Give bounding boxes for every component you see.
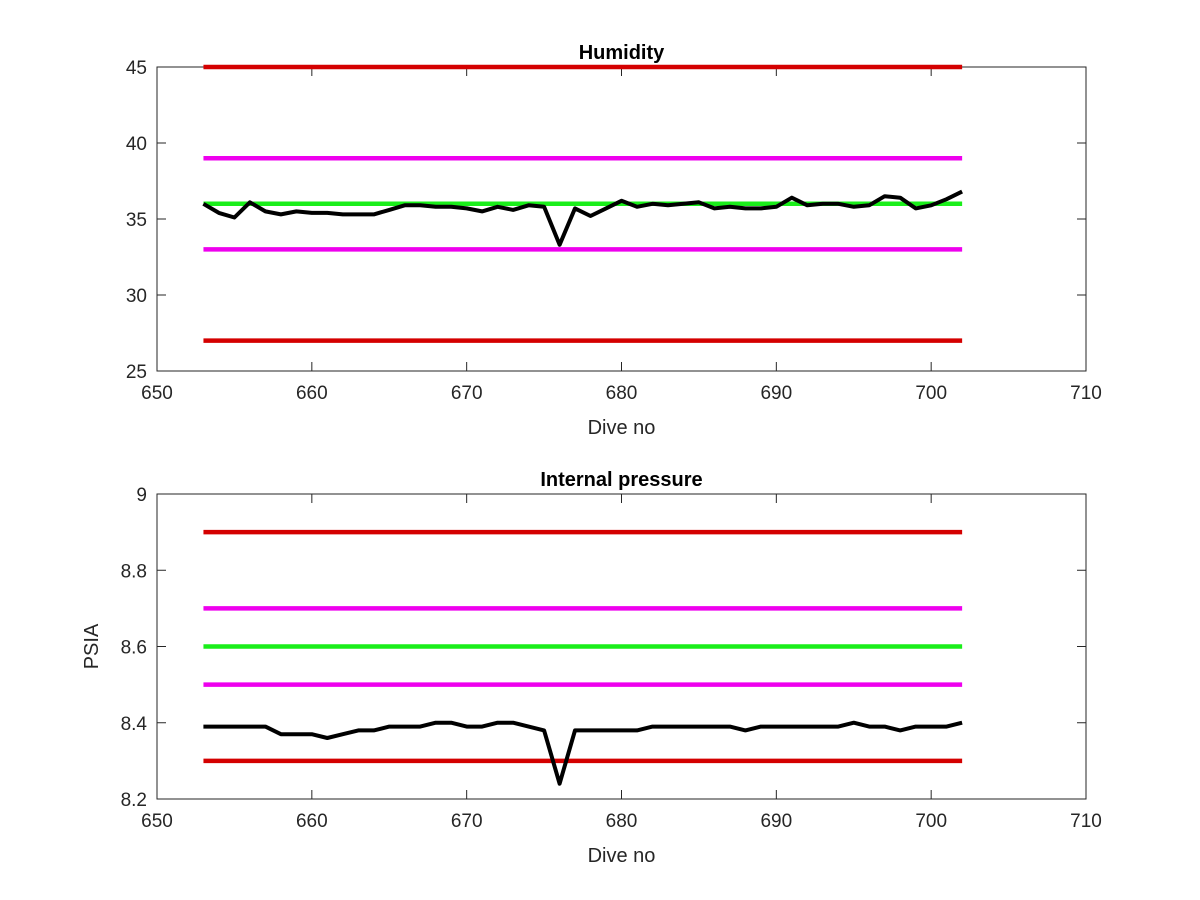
x-tick-label: 660 — [296, 383, 328, 404]
y-tick-label: 35 — [126, 210, 147, 231]
x-tick-label: 700 — [915, 383, 947, 404]
chart-title: Internal pressure — [540, 469, 702, 491]
y-tick-label: 25 — [126, 362, 147, 383]
x-tick-label: 670 — [451, 383, 483, 404]
x-tick-label: 700 — [915, 811, 947, 832]
x-axis-label: Dive no — [588, 845, 656, 867]
x-axis-label: Dive no — [588, 417, 656, 439]
x-tick-label: 670 — [451, 811, 483, 832]
x-tick-label: 690 — [760, 383, 792, 404]
y-axis-label: PSIA — [81, 623, 103, 669]
x-tick-label: 660 — [296, 811, 328, 832]
series-line — [203, 720, 963, 786]
internal-pressure-chart: 650 660 670 680 690 700 710 8.2 8.4 8.6 8.8 9 Intern… — [81, 469, 1102, 867]
y-tick-label: 8.4 — [121, 714, 148, 735]
humidity-chart: 650 660 670 680 690 700 710 25 30 35 40 45 Humidity D… — [126, 42, 1102, 439]
y-tick-label: 8.6 — [121, 638, 147, 659]
x-tick-label: 650 — [141, 383, 173, 404]
y-tick-label: 40 — [126, 134, 147, 155]
x-tick-label: 710 — [1070, 383, 1102, 404]
y-tick-label: 45 — [126, 58, 147, 79]
y-tick-label: 8.2 — [121, 790, 147, 811]
x-tick-label: 710 — [1070, 811, 1102, 832]
series-line — [202, 189, 963, 247]
x-tick-label: 680 — [606, 383, 638, 404]
chart-title: Humidity — [579, 42, 665, 64]
y-tick-label: 30 — [126, 286, 147, 307]
plot-area — [156, 66, 1087, 372]
y-tick-label: 8.8 — [121, 561, 147, 582]
y-tick-label: 9 — [136, 485, 147, 506]
x-tick-label: 690 — [760, 811, 792, 832]
x-tick-label: 680 — [606, 811, 638, 832]
x-tick-label: 650 — [141, 811, 173, 832]
